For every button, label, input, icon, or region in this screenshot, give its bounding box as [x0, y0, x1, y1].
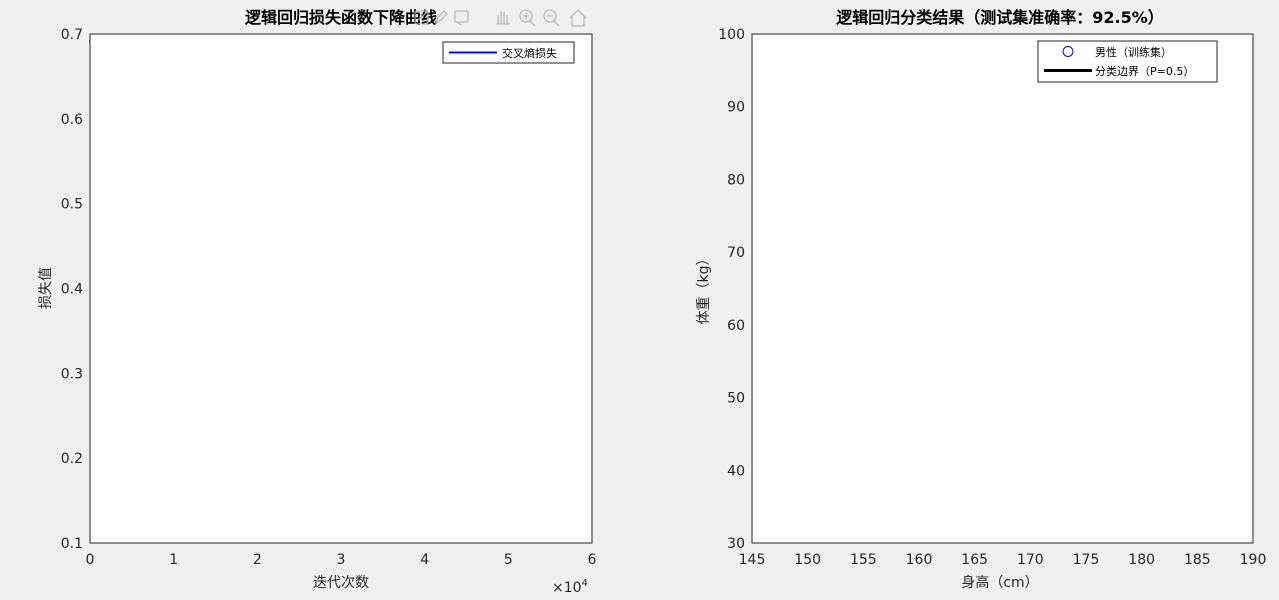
loss-y-tick-label: 0.3 — [61, 366, 83, 382]
loss-chart-title: 逻辑回归损失函数下降曲线 — [245, 8, 437, 27]
x-exponent-label: ×104 — [552, 578, 588, 596]
loss-x-axis-label: 迭代次数 — [313, 575, 369, 591]
loss-chart: 0 1 2 3 4 5 6 0.1 0.2 0.3 0.4 0.5 0.6 0.7 逻辑回归损失函数下降曲… — [38, 8, 597, 596]
loss-x-tick-label: 0 — [86, 552, 95, 568]
loss-tick-labels: 0 1 2 3 4 5 6 0.1 0.2 0.3 0.4 0.5 0.6 0.7 — [61, 27, 597, 568]
classification-y-tick-label: 40 — [727, 463, 745, 479]
loss-y-tick-label: 0.4 — [61, 282, 83, 298]
loss-legend-box — [442, 41, 575, 64]
classification-y-axis-label: 体重（kg） — [696, 252, 712, 325]
zoom-in-icon[interactable] — [519, 9, 536, 27]
datatip-icon[interactable] — [454, 10, 469, 26]
pan-icon[interactable] — [496, 11, 510, 25]
home-icon[interactable] — [569, 9, 587, 27]
loss-y-tick-label: 0.6 — [61, 112, 83, 128]
loss-x-tick-label: 4 — [420, 552, 429, 568]
classification-x-tick-label: 175 — [1073, 552, 1100, 568]
classification-x-tick-label: 170 — [1017, 552, 1044, 568]
classification-x-tick-label: 165 — [961, 552, 988, 568]
classification-tick-labels: 145 150 155 160 165 170 175 180 185 190 30 40 50 60 70… — [718, 27, 1266, 568]
classification-x-tick-label: 185 — [1184, 552, 1211, 568]
classification-x-tick-label: 160 — [906, 552, 933, 568]
classification-y-tick-label: 100 — [718, 27, 745, 43]
loss-y-tick-label: 0.5 — [61, 197, 83, 213]
loss-x-tick-label: 2 — [253, 552, 262, 568]
classification-legend[interactable]: 男性（训练集） 分类边界（P=0.5） — [1037, 40, 1218, 83]
classification-y-tick-label: 30 — [727, 536, 745, 552]
brush-icon[interactable] — [434, 10, 448, 25]
classification-y-tick-label: 50 — [727, 391, 745, 407]
classification-legend-box — [1037, 40, 1218, 83]
loss-y-tick-label: 0.1 — [61, 536, 83, 552]
classification-x-tick-label: 150 — [794, 552, 821, 568]
loss-y-tick-label: 0.7 — [61, 27, 83, 43]
classification-y-tick-label: 70 — [727, 245, 745, 261]
classification-y-tick-label: 80 — [727, 172, 745, 188]
loss-y-axis-label: 损失值 — [38, 267, 54, 309]
male-legend-swatch — [1062, 46, 1074, 57]
export-icon[interactable] — [414, 10, 429, 25]
loss-legend-label: 交叉熵损失 — [502, 46, 557, 60]
classification-x-tick-label: 155 — [850, 552, 877, 568]
classification-axes-frame — [751, 33, 1254, 544]
male-legend-label: 男性（训练集） — [1095, 45, 1172, 59]
classification-x-tick-label: 180 — [1128, 552, 1155, 568]
loss-x-tick-label: 3 — [337, 552, 346, 568]
loss-axes-frame — [89, 33, 593, 544]
loss-x-tick-label: 6 — [588, 552, 597, 568]
loss-y-tick-label: 0.2 — [61, 451, 83, 467]
classification-x-tick-label: 145 — [739, 552, 766, 568]
classification-chart: 145 150 155 160 165 170 175 180 185 190 30 40 50 60 70… — [696, 8, 1266, 591]
classification-y-tick-label: 60 — [727, 318, 745, 334]
classification-x-axis-label: 身高（cm） — [961, 574, 1038, 591]
axes-toolbar — [414, 9, 587, 27]
loss-x-tick-label: 1 — [169, 552, 178, 568]
classification-x-tick-label: 190 — [1240, 552, 1267, 568]
loss-x-tick-label: 5 — [504, 552, 513, 568]
classification-chart-title: 逻辑回归分类结果（测试集准确率：92.5%） — [836, 8, 1164, 27]
zoom-out-icon[interactable] — [543, 9, 560, 27]
boundary-legend-label: 分类边界（P=0.5） — [1095, 64, 1194, 78]
loss-legend[interactable]: 交叉熵损失 — [442, 41, 575, 64]
classification-y-tick-label: 90 — [727, 100, 745, 116]
